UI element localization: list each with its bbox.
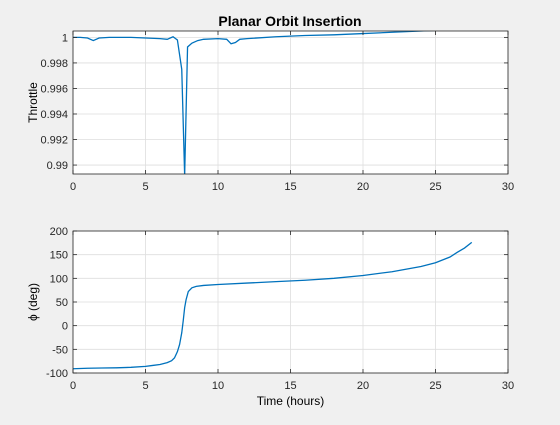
chart-1-y-tick-label-2: 0.994: [40, 109, 68, 121]
chart-2-x-axis-label: Time (hours): [257, 394, 325, 408]
chart-1-x-tick-label-0: 0: [70, 181, 76, 193]
chart-1-x-tick-label-5: 25: [429, 181, 441, 193]
chart-2-y-tick-label-2: 0: [62, 321, 68, 333]
chart-1-x-tick-label-4: 20: [357, 181, 369, 193]
chart-2-x-tick-label-4: 20: [357, 380, 369, 392]
phi-axes: 0 5 10 15 20 25 30 -100 -50 0 50 100 150 200 Time (hou…: [26, 226, 514, 408]
chart-2-y-axis-label: ϕ (deg): [26, 283, 40, 321]
chart-2-y-tick-label-5: 150: [50, 250, 68, 262]
chart-2-x-tick-label-3: 15: [284, 380, 296, 392]
chart-2-series-1-line: [73, 241, 473, 370]
chart-title: Planar Orbit Insertion: [218, 13, 361, 29]
chart-2-y-tick-label-1: -50: [52, 344, 68, 356]
chart-2-y-tick-label-3: 50: [56, 297, 68, 309]
chart-2-y-tick-label-4: 100: [50, 273, 68, 285]
chart-1-y-tick-label-4: 0.998: [40, 58, 68, 70]
chart-1-y-tick-label-5: 1: [62, 32, 68, 44]
chart-1-y-axis-label: Throttle: [26, 82, 40, 123]
throttle-axes: 0 5 10 15 20 25 30 0.99 0.992 0.994 0.996 0.998 1 Thr…: [26, 30, 514, 193]
chart-2-x-tick-label-0: 0: [70, 380, 76, 392]
chart-2-x-tick-label-5: 25: [429, 380, 441, 392]
chart-2-y-tick-label-0: -100: [46, 368, 68, 380]
chart-1-x-tick-label-2: 10: [212, 181, 224, 193]
chart-1-x-tick-label-6: 30: [502, 181, 514, 193]
chart-2-x-tick-label-2: 10: [212, 380, 224, 392]
chart-2-x-tick-label-1: 5: [142, 380, 148, 392]
chart-1-series-1-line: [73, 31, 436, 174]
chart-1-x-tick-label-1: 5: [142, 181, 148, 193]
chart-1-y-tick-label-1: 0.992: [40, 135, 68, 147]
chart-2-x-tick-label-6: 30: [502, 380, 514, 392]
chart-1-x-tick-label-3: 15: [284, 181, 296, 193]
chart-1-y-tick-label-3: 0.996: [40, 83, 68, 95]
chart-1-y-tick-label-0: 0.99: [47, 160, 68, 172]
chart-2-y-tick-label-6: 200: [50, 226, 68, 238]
